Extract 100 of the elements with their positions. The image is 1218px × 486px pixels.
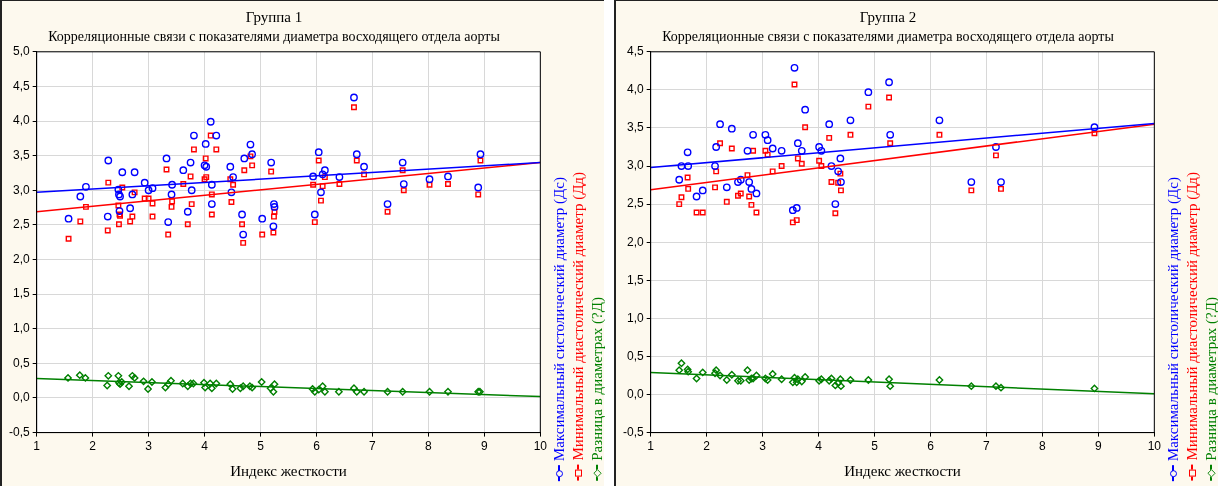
point: [727, 124, 736, 133]
point: [769, 168, 776, 175]
point: [816, 157, 823, 164]
point: [817, 146, 826, 155]
point: [723, 198, 730, 205]
point: [749, 130, 757, 139]
point: [144, 385, 152, 393]
point: [736, 376, 745, 385]
point: [207, 384, 216, 393]
x-tick-label: 5: [257, 439, 265, 454]
point: [793, 375, 802, 384]
point: [308, 385, 317, 393]
point: [762, 147, 769, 154]
point: [728, 145, 735, 152]
point: [753, 209, 760, 216]
point: [1091, 130, 1098, 137]
point: [320, 387, 329, 396]
point: [797, 377, 806, 386]
point: [334, 387, 343, 396]
y-tick-label: 2,0: [12, 251, 30, 266]
point: [734, 376, 742, 385]
y-tick-label: 4,0: [626, 82, 644, 97]
point: [997, 383, 1005, 392]
point: [768, 144, 777, 153]
point: [885, 78, 893, 87]
point: [685, 185, 692, 192]
point: [735, 192, 741, 199]
point: [178, 379, 187, 388]
y-tick-label: 2,5: [626, 196, 644, 211]
point: [748, 201, 755, 208]
point: [789, 219, 796, 226]
point: [750, 147, 757, 154]
point: [206, 379, 215, 388]
point: [935, 376, 944, 384]
point: [761, 130, 770, 139]
point: [161, 383, 170, 392]
y-tick-label: 0,0: [12, 390, 30, 405]
y-tick-label: 3,5: [12, 147, 30, 162]
point: [886, 382, 895, 391]
point: [864, 88, 873, 97]
x-tick-label: 2: [703, 439, 711, 454]
y-tick-label: 2,5: [12, 217, 30, 232]
point: [885, 375, 893, 384]
point: [992, 152, 999, 159]
point: [836, 375, 845, 384]
point: [763, 136, 772, 145]
text: Минимальный диастолический диаметр (Дд): [1184, 172, 1201, 461]
point: [967, 178, 976, 186]
y-tick-label: 4,0: [12, 113, 30, 128]
y-tick-label: 3,5: [626, 120, 644, 135]
point: [125, 382, 133, 391]
x-tick-label: 8: [1039, 439, 1047, 454]
x-axis-title: Индекс жесткости: [230, 462, 347, 479]
point: [314, 385, 323, 394]
point: [383, 387, 392, 396]
y-tick-label: -0,5: [8, 424, 30, 439]
point: [801, 105, 810, 114]
point: [831, 200, 840, 209]
point: [716, 120, 724, 129]
point: [886, 94, 893, 101]
text: Минимальный диастолический диаметр (Дд): [570, 172, 587, 461]
point: [678, 194, 685, 201]
point: [425, 387, 434, 396]
y-tick-label: 3,0: [12, 182, 30, 197]
point: [837, 382, 845, 391]
point: [801, 373, 810, 381]
y-tick-label: 4,5: [12, 78, 30, 93]
point: [444, 387, 452, 396]
point: [936, 131, 943, 138]
point: [717, 140, 724, 147]
point: [81, 374, 90, 382]
point: [794, 155, 801, 162]
point: [777, 375, 786, 384]
point: [865, 103, 872, 110]
x-tick-label: 6: [313, 439, 321, 454]
point: [360, 387, 368, 396]
point: [713, 168, 720, 175]
y-tick-label: 1,0: [12, 321, 30, 336]
point: [318, 382, 327, 391]
point: [164, 380, 173, 389]
x-tick-label: 9: [1095, 439, 1103, 454]
point: [764, 151, 771, 158]
point: [698, 186, 707, 195]
point: [734, 178, 742, 186]
point: [676, 201, 683, 208]
point: [257, 378, 266, 386]
point: [722, 376, 731, 384]
x-tick-label: 3: [759, 439, 767, 454]
point: [712, 366, 721, 375]
point: [350, 384, 358, 393]
point: [675, 366, 684, 375]
chart-subtitle: Корреляционные связи с показателями диаметра восходящего отдела аорты: [662, 29, 1115, 45]
point: [768, 370, 777, 378]
x-tick-label: 1: [33, 439, 41, 454]
point: [788, 206, 797, 215]
y-tick-label: 5,0: [12, 44, 30, 59]
x-axis-title: Индекс жесткости: [844, 462, 961, 479]
x-tick-label: 2: [89, 439, 97, 454]
point: [836, 154, 845, 163]
point: [75, 371, 84, 380]
